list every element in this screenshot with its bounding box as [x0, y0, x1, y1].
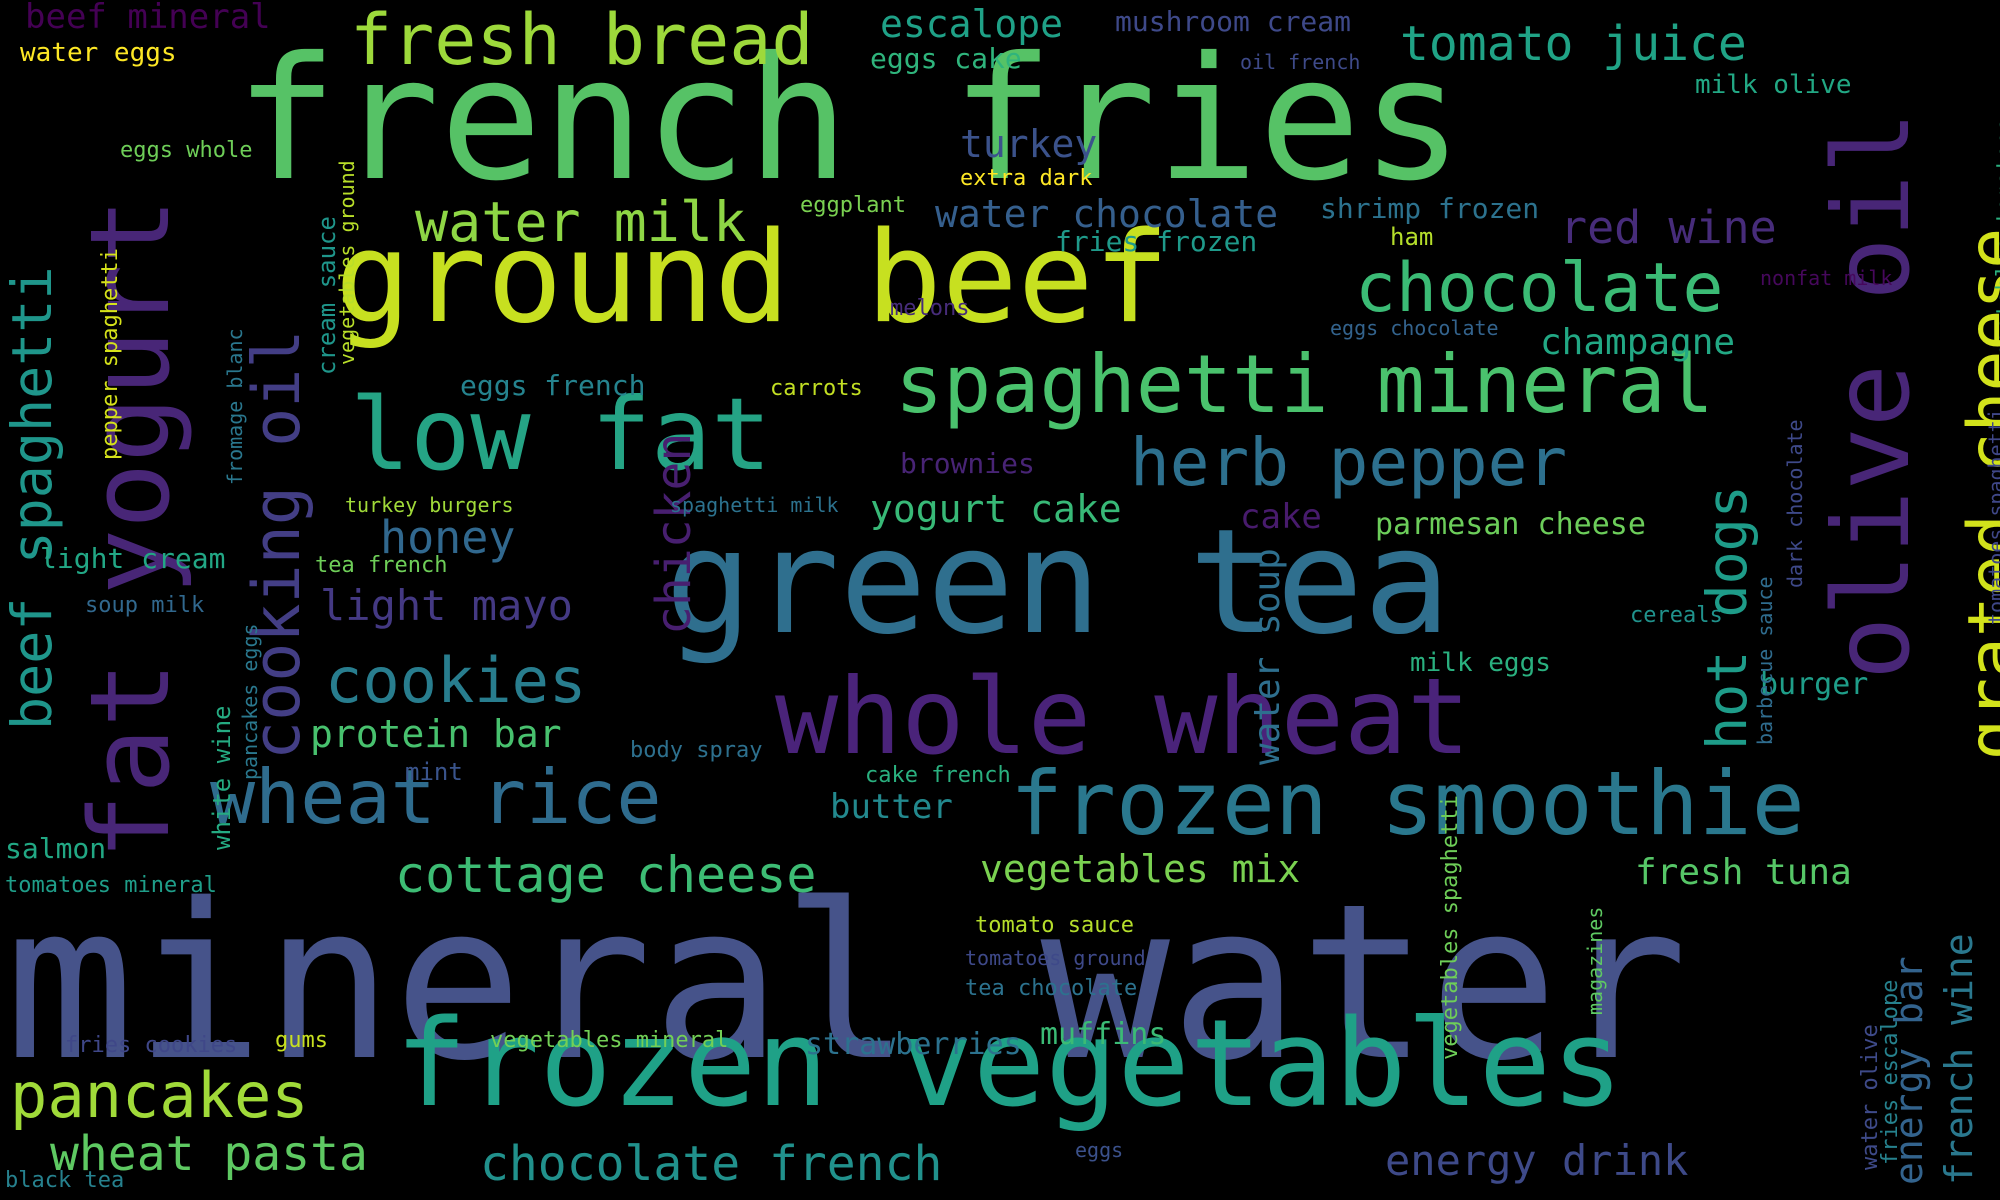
word-mint: mint [405, 758, 463, 786]
word-cereals: cereals [1630, 603, 1723, 628]
word-water-eggs: water eggs [20, 38, 177, 68]
word-butter: butter [830, 787, 953, 827]
word-herb-pepper: herb pepper [1130, 424, 1568, 501]
word-champagne: champagne [1540, 322, 1736, 363]
word-yogurt-cake: yogurt cake [870, 487, 1122, 531]
word-light-mayo: light mayo [320, 581, 573, 630]
word-carrots: carrots [770, 376, 863, 401]
word-fresh-bread: fresh bread [350, 0, 814, 81]
word-french-fries: french fries [235, 21, 1464, 219]
word-soup-milk: soup milk [85, 593, 205, 618]
word-chocolate: chocolate [1355, 249, 1724, 328]
word-gums: gums [275, 1028, 328, 1053]
word-olive-oil: olive oil [1811, 111, 1933, 680]
word-frozen-vegetables: frozen vegetables [395, 995, 1624, 1134]
word-strawberries: strawberries [805, 1027, 1022, 1062]
word-barbecue-sauce: barbecue sauce [1753, 576, 1777, 745]
word-burger: burger [1760, 667, 1869, 702]
word-fat-yogurt: fat yogurt [66, 197, 194, 860]
word-green-tea: green tea [665, 498, 1451, 667]
word-tomato-juice: tomato juice [1400, 16, 1747, 72]
word-beef-spaghetti: beef spaghetti [0, 266, 64, 730]
word-fries-frozen: fries frozen [1055, 225, 1258, 258]
word-black-tea: black tea [5, 1168, 125, 1193]
word-eggs-whole: eggs whole [120, 138, 253, 163]
word-fries-escalope: fries escalope [1878, 979, 1903, 1165]
word-water-chocolate: water chocolate [935, 192, 1279, 236]
word-nonfat-milk: nonfat milk [1760, 266, 1893, 290]
word-tomato-sauce: tomato sauce [975, 913, 1134, 938]
word-tea-french: tea french [315, 553, 448, 578]
word-ground-beef: ground beef [335, 204, 1170, 351]
word-mineral-water: mineral water [5, 857, 1688, 1108]
word-cottage-cheese: cottage cheese [395, 846, 817, 904]
word-melons: melons [890, 296, 970, 321]
word-protein-bar: protein bar [310, 712, 562, 756]
word-spaghetti-milk: spaghetti milk [670, 493, 839, 517]
word-muffins: muffins [1040, 1017, 1167, 1052]
word-pepper-spaghetti: pepper spaghetti [98, 248, 123, 460]
word-tomatoes-spaghetti: tomatoes spaghetti [1984, 408, 2000, 625]
word-wheat-rice: wheat rice [210, 753, 662, 841]
word-pancakes-eggs: pancakes eggs [238, 623, 262, 780]
word-oil-french: oil french [1240, 50, 1361, 74]
word-red-wine: red wine [1560, 201, 1777, 254]
word-eggs-cake: eggs cake [870, 42, 1022, 75]
word-tomatoes-ground: tomatoes ground [965, 946, 1146, 970]
word-eggplant: eggplant [800, 193, 906, 218]
word-salmon: salmon [5, 832, 107, 865]
word-honey: honey [380, 511, 516, 564]
word-shrimp-frozen: shrimp frozen [1320, 192, 1540, 225]
word-cake-french: cake french [865, 763, 1011, 788]
word-vegetables-mix: vegetables mix [980, 847, 1301, 891]
word-extra-dark: extra dark [960, 166, 1093, 191]
word-low-fat: low fat [350, 376, 772, 493]
word-ham: ham [1390, 223, 1434, 251]
word-frozen-smoothie: frozen smoothie [1010, 752, 1805, 855]
word-spaghetti-mineral: spaghetti mineral [895, 338, 1714, 431]
word-vegetables-spaghetti: vegetables spaghetti [1438, 795, 1463, 1060]
word-brownies: brownies [900, 447, 1035, 480]
word-cake: cake [1240, 497, 1322, 537]
word-body-spray: body spray [630, 738, 763, 763]
word-energy-drink: energy drink [1385, 1136, 1689, 1185]
word-mushroom-cream: mushroom cream [1115, 5, 1352, 38]
word-white-wine: white wine [208, 705, 236, 851]
word-dark-chocolate: dark chocolate [1783, 419, 1807, 588]
word-light-cream: light cream [40, 542, 226, 575]
word-escalope: escalope [880, 2, 1064, 46]
word-parmesan-cheese: parmesan cheese [1375, 507, 1646, 542]
word-eggs-chocolate: eggs chocolate [1330, 316, 1499, 340]
word-chocolate-french: chocolate french [480, 1136, 943, 1192]
word-water-milk: water milk [415, 190, 747, 254]
word-milk-olive: milk olive [1695, 70, 1852, 100]
word-vegetables-tomatoes: vegetables tomatoes [1993, 118, 2000, 370]
word-beef-mineral: beef mineral [25, 0, 271, 37]
word-fries-cookies: fries cookies [65, 1033, 238, 1058]
word-eggs: eggs [1075, 1138, 1124, 1162]
word-chicken: chicken [646, 432, 702, 635]
word-water-soup: water soup [1247, 548, 1288, 765]
word-wheat-pasta: wheat pasta [50, 1126, 368, 1182]
word-pancakes: pancakes [10, 1059, 309, 1132]
word-vegetables-ground: vegetables ground [335, 160, 359, 365]
word-tea-chocolate: tea chocolate [965, 976, 1138, 1001]
word-tomatoes-mineral: tomatoes mineral [5, 873, 217, 898]
word-cookies: cookies [325, 644, 587, 717]
word-turkey-burgers: turkey burgers [345, 493, 514, 517]
word-milk-eggs: milk eggs [1410, 648, 1551, 678]
word-turkey: turkey [960, 122, 1098, 166]
word-eggs-french: eggs french [460, 369, 646, 402]
word-magazines: magazines [1583, 906, 1607, 1015]
word-whole-wheat: whole wheat [775, 656, 1471, 778]
word-fresh-tuna: fresh tuna [1635, 852, 1852, 893]
word-vegetables-mineral: vegetables mineral [490, 1028, 729, 1053]
word-french-wine: french wine [1937, 933, 1981, 1185]
word-fromage-blanc: fromage blanc [223, 328, 247, 485]
